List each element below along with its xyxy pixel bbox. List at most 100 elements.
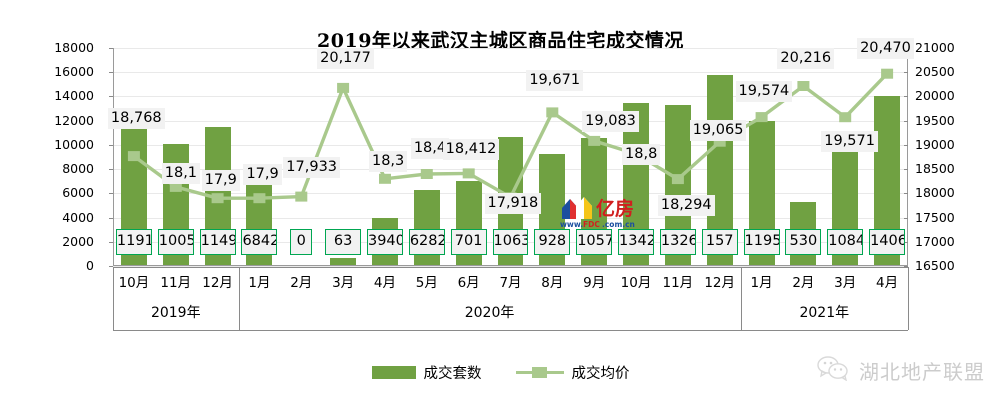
right-axis-tick: [904, 144, 908, 146]
count-data-label: 701: [450, 228, 487, 255]
count-data-label: 157: [701, 228, 738, 255]
chart-legend: 成交套数 成交均价: [0, 358, 1001, 386]
legend-bar-label: 成交套数: [423, 365, 482, 382]
left-axis-tick-label: 6000: [62, 185, 94, 201]
price-marker: [713, 136, 726, 147]
price-data-label: 20,470: [857, 37, 914, 59]
count-data-label: 1342: [618, 228, 654, 255]
price-marker: [169, 181, 182, 192]
right-axis-tick-label: 19500: [915, 112, 955, 128]
right-axis-tick: [904, 169, 908, 171]
legend-item-line: 成交均价: [515, 362, 630, 383]
price-marker: [839, 112, 852, 123]
svg-text:www.: www.: [560, 220, 583, 229]
price-data-label: 18,294: [657, 195, 715, 217]
count-data-label: 530: [785, 228, 822, 255]
gridline: [113, 96, 908, 98]
svg-text:.com.cn: .com.cn: [602, 220, 635, 229]
x-axis-month-labels: 10月 11月 12月 1月 2月 3月 4月 5月 6月 7月 8月 9月 10月 11月 12月 1月 2月…: [113, 267, 908, 297]
left-axis-tick: [109, 169, 113, 171]
wechat-icon: [816, 355, 850, 386]
gridline: [113, 266, 908, 267]
left-axis-tick: [109, 193, 113, 195]
x-axis-month-label: 6月: [457, 275, 480, 291]
count-data-label: 0: [290, 228, 313, 255]
left-axis-tick: [109, 48, 113, 49]
price-marker: [797, 81, 810, 91]
price-data-label: 18,1: [161, 162, 201, 184]
price-data-label: 17,918: [484, 193, 542, 215]
wechat-account-label: 湖北地产联盟: [859, 359, 985, 384]
x-axis-month-label: 4月: [373, 275, 396, 291]
x-axis-edge-separator: [908, 267, 909, 330]
gridline: [113, 72, 908, 74]
count-data-label: 6282: [408, 228, 445, 255]
x-axis-month-label: 4月: [876, 275, 899, 291]
left-axis-tick-label: 8000: [62, 161, 94, 177]
x-axis-month-label: 11月: [160, 275, 192, 291]
right-axis-tick-label: 20000: [915, 88, 955, 104]
left-axis-tick: [109, 217, 113, 219]
left-axis-tick-label: 2000: [62, 233, 94, 249]
price-marker: [379, 173, 391, 184]
x-axis-year-label: 2021年: [799, 305, 850, 321]
count-data-label: 1084: [827, 228, 864, 255]
count-data-label: 1149: [199, 228, 236, 255]
left-axis-tick-label: 10000: [54, 136, 94, 152]
legend-bar-swatch-icon: [371, 365, 416, 379]
x-axis-group-separator: [238, 267, 240, 330]
svg-text:FDC: FDC: [583, 220, 600, 229]
count-data-label: 1191: [115, 228, 152, 255]
x-axis-top-rule: [113, 267, 908, 268]
right-axis-tick: [904, 266, 908, 267]
price-marker: [546, 107, 559, 118]
x-axis-month-label: 2月: [290, 275, 313, 291]
price-data-label: 20,216: [777, 47, 835, 69]
right-axis-tick: [904, 96, 908, 98]
price-marker: [755, 112, 768, 123]
right-axis-tick-label: 20500: [915, 64, 955, 80]
fdc-logo-watermark: 亿房 www. FDC .com.cn: [556, 191, 640, 229]
x-axis-month-label: 12月: [704, 275, 736, 291]
x-axis-year-label: 2020年: [464, 305, 515, 321]
legend-line-label: 成交均价: [571, 365, 630, 382]
right-axis-tick-label: 18500: [915, 161, 955, 177]
x-axis-month-label: 10月: [118, 275, 150, 291]
left-axis-tick-label: 18000: [54, 40, 94, 55]
x-axis-month-label: 1月: [248, 275, 271, 291]
price-data-label: 19,083: [582, 110, 639, 132]
price-marker: [211, 193, 224, 204]
count-data-label: 6842: [241, 228, 278, 255]
price-marker: [253, 193, 266, 204]
legend-item-bar: 成交套数: [371, 362, 482, 383]
price-data-label: 17,933: [283, 156, 341, 178]
price-marker: [295, 191, 308, 202]
price-data-label: 18,768: [107, 108, 165, 130]
bottom-axis: [113, 265, 908, 266]
right-axis-tick-label: 16500: [915, 258, 955, 273]
x-axis-month-label: 1月: [750, 275, 773, 291]
x-axis-month-label: 7月: [499, 275, 522, 291]
legend-line-swatch-icon: [515, 366, 564, 379]
x-axis-month-label: 11月: [662, 275, 694, 291]
x-axis-month-label: 5月: [415, 275, 438, 291]
price-data-label: 20,177: [317, 47, 374, 69]
price-marker: [588, 135, 601, 146]
right-axis-tick: [904, 193, 908, 195]
price-marker: [337, 82, 350, 93]
x-axis-month-label: 3月: [332, 275, 355, 291]
x-axis-month-label: 10月: [620, 275, 652, 291]
count-data-label: 1326: [659, 228, 696, 255]
count-data-label: 1195: [743, 228, 780, 255]
x-axis-group-separator: [740, 267, 742, 330]
left-axis-tick: [109, 144, 113, 146]
x-axis-month-label: 8月: [541, 275, 564, 291]
right-axis-tick-label: 21000: [915, 40, 955, 55]
price-data-label: 19,574: [735, 81, 793, 103]
price-marker: [671, 174, 684, 185]
price-data-label: 17,9: [243, 164, 282, 186]
count-data-label: 14062: [869, 228, 906, 255]
price-data-label: 18,412: [442, 139, 500, 161]
right-axis-tick: [904, 120, 908, 122]
